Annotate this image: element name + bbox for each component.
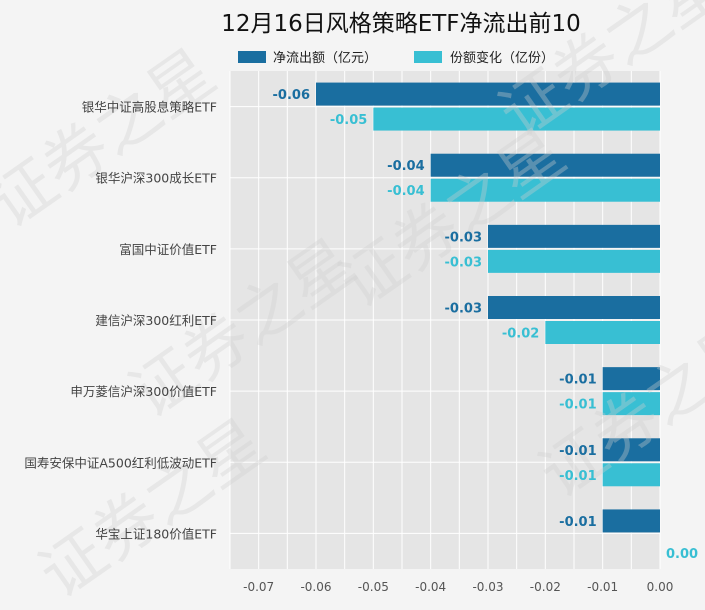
bar-series-1 <box>430 153 660 177</box>
y-tick-label: 华宝上证180价值ETF <box>95 526 217 541</box>
x-tick-label: -0.04 <box>415 580 446 594</box>
y-tick-label: 建信沪深300红利ETF <box>95 313 217 328</box>
legend-swatch <box>238 51 266 63</box>
x-tick-label: -0.02 <box>530 580 561 594</box>
y-tick-label: 申万菱信沪深300价值ETF <box>70 384 217 399</box>
bar-series-1 <box>316 82 660 106</box>
x-tick-label: 0.00 <box>647 580 674 594</box>
data-label: -0.01 <box>559 515 596 530</box>
y-tick-label: 富国中证价值ETF <box>119 242 217 257</box>
bar-series-2 <box>602 463 660 487</box>
x-tick-label: -0.06 <box>300 580 331 594</box>
data-label: -0.03 <box>445 230 482 245</box>
bar-series-2 <box>488 249 660 273</box>
bar-series-2 <box>430 178 660 202</box>
legend-swatch <box>414 51 442 63</box>
data-label: -0.01 <box>559 444 596 459</box>
x-tick-label: -0.07 <box>243 580 274 594</box>
data-label: 0.00 <box>666 547 698 562</box>
x-tick-label: -0.05 <box>358 580 389 594</box>
y-tick-label: 银华沪深300成长ETF <box>95 171 217 186</box>
data-label: -0.04 <box>387 159 424 174</box>
bar-series-2 <box>373 107 660 131</box>
chart-title: 12月16日风格策略ETF净流出前10 <box>221 11 581 37</box>
y-tick-label: 国寿安保中证A500红利低波动ETF <box>24 455 217 470</box>
data-label: -0.04 <box>387 184 424 199</box>
bar-series-2 <box>545 321 660 344</box>
bar-series-1 <box>602 438 660 462</box>
legend-label: 份额变化（亿份） <box>450 50 554 66</box>
data-label: -0.06 <box>273 88 310 103</box>
data-label: -0.03 <box>445 302 482 317</box>
data-label: -0.01 <box>559 398 596 413</box>
legend-label: 净流出额（亿元） <box>273 51 377 66</box>
data-label: -0.01 <box>559 373 596 388</box>
bar-series-1 <box>488 296 660 319</box>
bar-series-1 <box>602 509 660 533</box>
data-label: -0.02 <box>502 327 539 342</box>
data-label: -0.01 <box>559 469 596 484</box>
bar-series-1 <box>602 367 660 391</box>
x-tick-label: -0.03 <box>472 580 503 594</box>
x-tick-label: -0.01 <box>587 580 618 594</box>
data-label: -0.03 <box>445 255 482 270</box>
bar-series-1 <box>488 224 660 248</box>
data-label: -0.05 <box>330 113 367 128</box>
bar-series-2 <box>602 392 660 416</box>
y-tick-label: 银华中证高股息策略ETF <box>82 100 217 115</box>
